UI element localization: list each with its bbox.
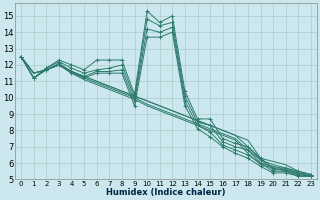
X-axis label: Humidex (Indice chaleur): Humidex (Indice chaleur) — [106, 188, 226, 197]
